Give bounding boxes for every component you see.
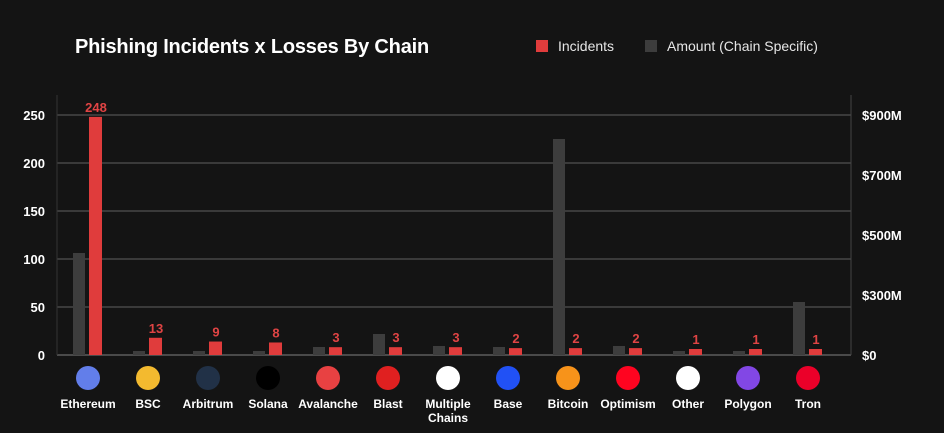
incidents-data-label: 3: [392, 330, 399, 345]
category-label: Bitcoin: [548, 397, 589, 411]
category-label: Chains: [428, 411, 468, 425]
legend-swatch-amount: [645, 40, 657, 52]
arbitrum-icon: [196, 366, 220, 390]
incidents-bar: [509, 348, 522, 355]
bsc-icon: [136, 366, 160, 390]
incidents-data-label: 3: [452, 330, 459, 345]
amount-bar: [793, 302, 805, 355]
incidents-bar: [89, 116, 102, 355]
category-label: Other: [672, 397, 704, 411]
legend-amount: Amount (Chain Specific): [645, 38, 818, 54]
category-label: Arbitrum: [183, 397, 234, 411]
other-icon: [676, 366, 700, 390]
right-tick-label: $0: [862, 348, 876, 363]
tron-icon: [796, 366, 820, 390]
left-tick-label: 50: [31, 300, 45, 315]
legend-label-amount: Amount (Chain Specific): [667, 38, 818, 54]
incidents-bar: [149, 337, 162, 355]
category-label: Multiple: [425, 397, 471, 411]
category-label: Polygon: [724, 397, 771, 411]
solana-icon: [256, 366, 280, 390]
incidents-data-label: 8: [272, 325, 279, 340]
amount-bar: [733, 351, 745, 355]
base-icon: [496, 366, 520, 390]
incidents-data-label: 9: [212, 325, 219, 340]
incidents-bar: [629, 348, 642, 355]
legend-label-incidents: Incidents: [558, 38, 615, 54]
incidents-bar: [329, 347, 342, 355]
category-label: BSC: [135, 397, 161, 411]
bitcoin-icon: [556, 366, 580, 390]
avalanche-icon: [316, 366, 340, 390]
blast-icon: [376, 366, 400, 390]
incidents-bar: [569, 348, 582, 355]
right-tick-label: $300M: [862, 288, 902, 303]
incidents-data-label: 248: [85, 100, 107, 115]
category-label: Base: [494, 397, 523, 411]
left-tick-label: 250: [23, 108, 45, 123]
right-tick-label: $500M: [862, 228, 902, 243]
category-label: Optimism: [600, 397, 655, 411]
left-tick-label: 200: [23, 156, 45, 171]
incidents-bar: [749, 349, 762, 355]
multiple-chains-icon: [436, 366, 460, 390]
amount-bar: [193, 351, 205, 355]
amount-bar: [493, 347, 505, 355]
amount-bar: [373, 334, 385, 355]
incidents-bar: [689, 349, 702, 355]
incidents-data-label: 2: [512, 331, 519, 346]
amount-bar: [613, 346, 625, 355]
amount-bar: [73, 253, 85, 355]
polygon-icon: [736, 366, 760, 390]
left-tick-label: 100: [23, 252, 45, 267]
incidents-data-label: 2: [572, 331, 579, 346]
incidents-bar: [449, 347, 462, 355]
right-tick-label: $700M: [862, 168, 902, 183]
chart-title: Phishing Incidents x Losses By Chain: [75, 36, 429, 58]
category-label: Blast: [373, 397, 402, 411]
left-tick-label: 0: [38, 348, 45, 363]
incidents-data-label: 2: [632, 331, 639, 346]
legend-incidents: Incidents: [536, 38, 614, 54]
left-tick-label: 150: [23, 204, 45, 219]
amount-bar: [253, 351, 265, 355]
incidents-bar: [269, 342, 282, 355]
legend-swatch-incidents: [536, 40, 548, 52]
amount-bar: [313, 347, 325, 355]
category-label: Solana: [248, 397, 288, 411]
ethereum-icon: [76, 366, 100, 390]
incidents-data-label: 3: [332, 330, 339, 345]
incidents-bar: [389, 347, 402, 355]
category-label: Ethereum: [60, 397, 115, 411]
category-label: Avalanche: [298, 397, 358, 411]
amount-bar: [433, 346, 445, 355]
incidents-bar: [809, 349, 822, 355]
amount-bar: [553, 139, 565, 355]
incidents-data-label: 1: [752, 332, 759, 347]
amount-bar: [133, 351, 145, 355]
right-tick-label: $900M: [862, 108, 902, 123]
incidents-data-label: 1: [812, 332, 819, 347]
incidents-data-label: 13: [149, 321, 163, 336]
amount-bar: [673, 351, 685, 355]
incidents-data-label: 1: [692, 332, 699, 347]
category-label: Tron: [795, 397, 821, 411]
optimism-icon: [616, 366, 640, 390]
incidents-bar: [209, 341, 222, 355]
